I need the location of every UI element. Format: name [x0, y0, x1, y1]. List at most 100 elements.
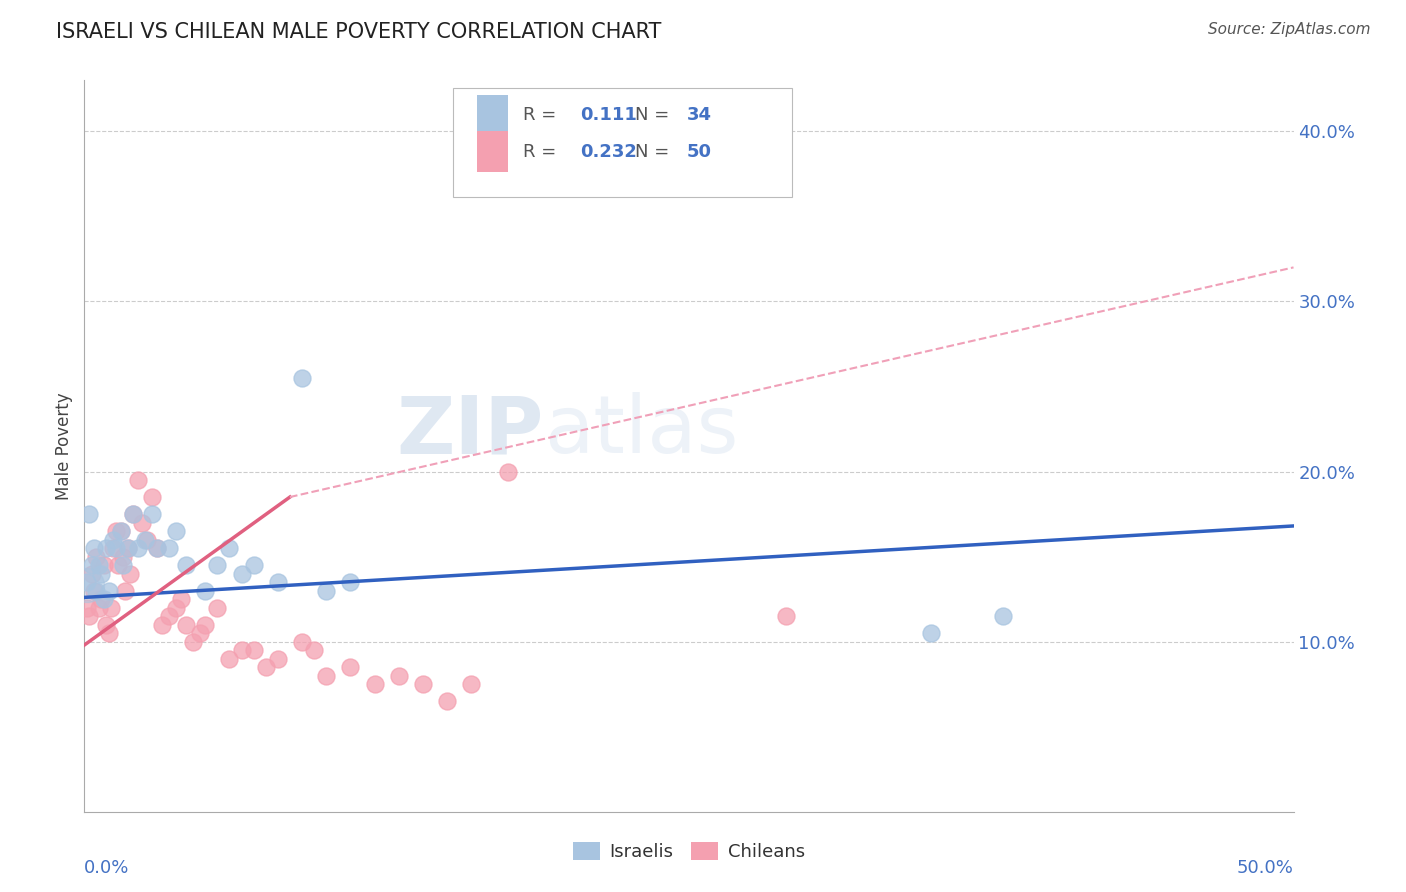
Point — [302, 643, 325, 657]
Point — [94, 541, 117, 555]
Point — [388, 668, 411, 682]
Point — [291, 371, 314, 385]
Point — [120, 566, 142, 581]
Point — [121, 507, 143, 521]
Point — [174, 617, 197, 632]
Point — [141, 490, 163, 504]
Point — [993, 609, 1015, 624]
Text: Source: ZipAtlas.com: Source: ZipAtlas.com — [1208, 22, 1371, 37]
Point — [315, 583, 337, 598]
Point — [157, 609, 180, 624]
Point — [231, 566, 253, 581]
Point — [207, 600, 229, 615]
Point — [90, 566, 112, 581]
Point — [100, 600, 122, 615]
Point — [242, 643, 264, 657]
Point — [86, 583, 108, 598]
Point — [165, 524, 187, 538]
Point — [76, 600, 98, 615]
Point — [131, 516, 153, 530]
Point — [127, 473, 149, 487]
Text: ZIP: ZIP — [396, 392, 544, 470]
Point — [93, 592, 115, 607]
Point — [218, 651, 240, 665]
Point — [315, 668, 337, 682]
Point — [80, 558, 103, 572]
Point — [146, 541, 169, 555]
Legend: Israelis, Chileans: Israelis, Chileans — [567, 835, 811, 869]
Point — [291, 634, 314, 648]
Point — [77, 507, 100, 521]
Point — [76, 578, 98, 592]
Point — [112, 549, 135, 564]
Point — [267, 575, 290, 590]
FancyBboxPatch shape — [453, 87, 792, 197]
Point — [83, 583, 105, 598]
Point — [136, 533, 159, 547]
Point — [107, 558, 129, 572]
Point — [117, 541, 139, 555]
Point — [86, 549, 108, 564]
Point — [104, 524, 127, 538]
Point — [103, 533, 125, 547]
Text: N =: N = — [634, 106, 675, 124]
Text: 0.232: 0.232 — [581, 143, 637, 161]
Point — [207, 558, 229, 572]
Text: ISRAELI VS CHILEAN MALE POVERTY CORRELATION CHART: ISRAELI VS CHILEAN MALE POVERTY CORRELAT… — [56, 22, 662, 42]
Point — [110, 524, 132, 538]
Point — [170, 592, 193, 607]
Point — [94, 617, 117, 632]
Point — [190, 626, 212, 640]
Point — [460, 677, 482, 691]
Point — [103, 541, 125, 555]
Text: R =: R = — [523, 106, 562, 124]
Text: atlas: atlas — [544, 392, 738, 470]
Point — [112, 558, 135, 572]
Point — [110, 524, 132, 538]
FancyBboxPatch shape — [478, 95, 508, 136]
Point — [97, 583, 120, 598]
Point — [104, 541, 127, 555]
Point — [181, 634, 204, 648]
Point — [134, 533, 156, 547]
Point — [339, 660, 361, 674]
Point — [165, 600, 187, 615]
Point — [83, 541, 105, 555]
Point — [231, 643, 253, 657]
Text: 50.0%: 50.0% — [1237, 859, 1294, 878]
Point — [339, 575, 361, 590]
Point — [242, 558, 264, 572]
Point — [87, 558, 110, 572]
Point — [87, 600, 110, 615]
FancyBboxPatch shape — [478, 131, 508, 171]
Point — [114, 583, 136, 598]
Point — [150, 617, 173, 632]
Point — [218, 541, 240, 555]
Text: 0.0%: 0.0% — [84, 859, 129, 878]
Point — [117, 541, 139, 555]
Point — [363, 677, 385, 691]
Point — [121, 507, 143, 521]
Point — [267, 651, 290, 665]
Point — [254, 660, 277, 674]
Text: R =: R = — [523, 143, 562, 161]
Text: N =: N = — [634, 143, 675, 161]
Point — [127, 541, 149, 555]
Point — [146, 541, 169, 555]
Point — [174, 558, 197, 572]
Point — [97, 626, 120, 640]
Point — [90, 592, 112, 607]
Point — [80, 566, 103, 581]
Text: 34: 34 — [686, 106, 711, 124]
Point — [412, 677, 434, 691]
Point — [436, 694, 458, 708]
Point — [775, 609, 797, 624]
Point — [141, 507, 163, 521]
Point — [157, 541, 180, 555]
Point — [93, 558, 115, 572]
Point — [920, 626, 942, 640]
Text: 0.111: 0.111 — [581, 106, 637, 124]
Text: 50: 50 — [686, 143, 711, 161]
Point — [496, 465, 519, 479]
Point — [77, 609, 100, 624]
